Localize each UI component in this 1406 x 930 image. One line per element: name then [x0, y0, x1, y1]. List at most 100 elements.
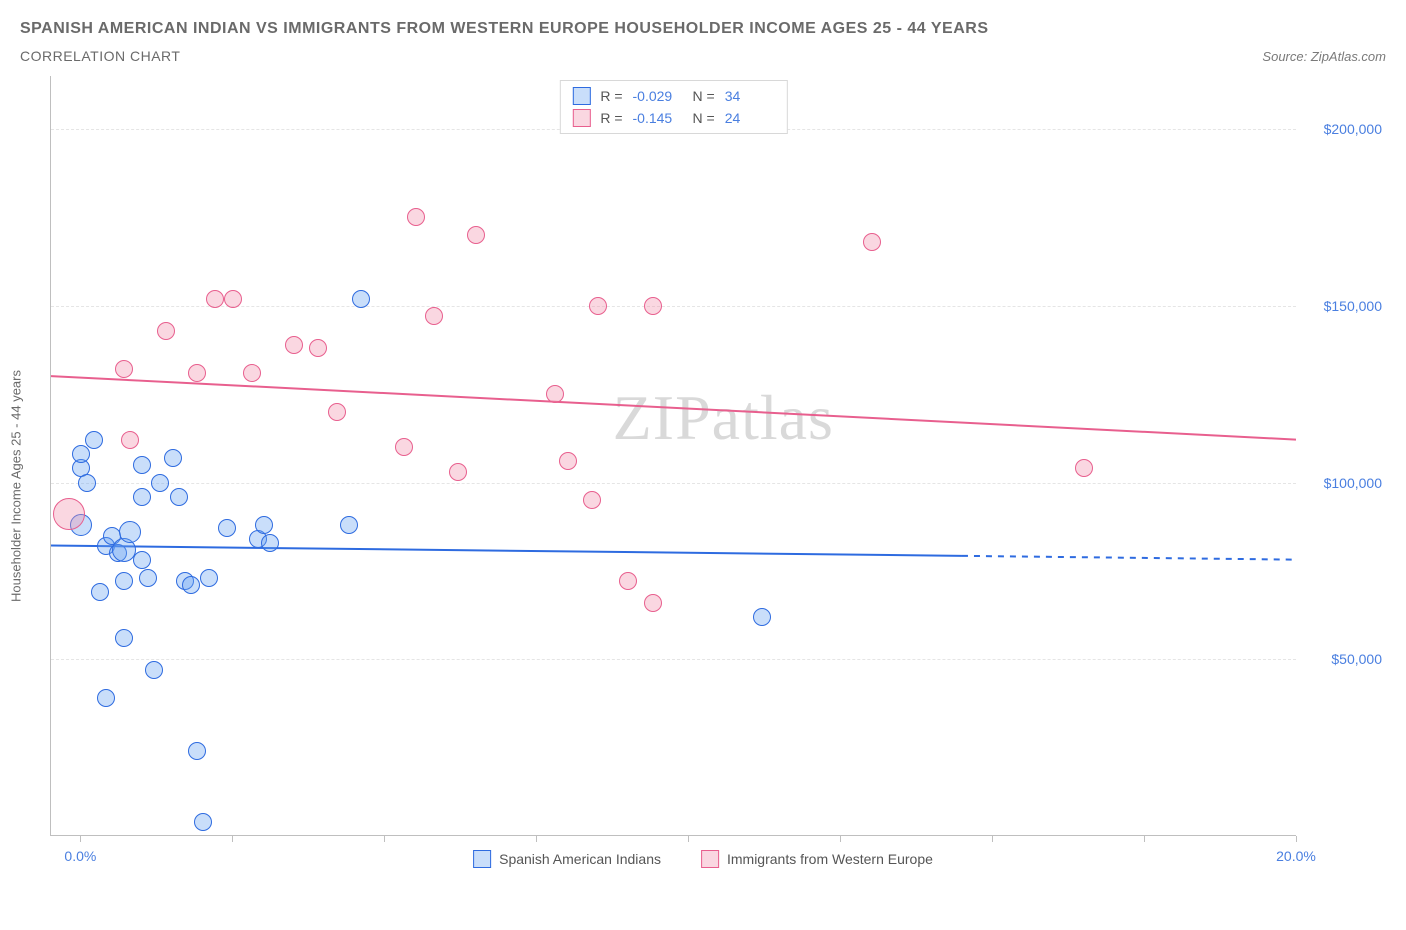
- legend-swatch-bottom-0: [473, 850, 491, 868]
- data-point-series-1: [328, 403, 346, 421]
- data-point-series-0: [170, 488, 188, 506]
- r-label-1: R =: [600, 110, 622, 126]
- n-label-0: N =: [693, 88, 715, 104]
- data-point-series-1: [407, 208, 425, 226]
- data-point-series-0: [182, 576, 200, 594]
- data-point-series-1: [467, 226, 485, 244]
- y-tick-label: $100,000: [1324, 475, 1382, 491]
- series-legend: Spanish American Indians Immigrants from…: [473, 850, 933, 868]
- n-value-0: 34: [725, 88, 775, 104]
- legend-swatch-bottom-1: [701, 850, 719, 868]
- data-point-series-1: [243, 364, 261, 382]
- trend-line-dashed: [962, 556, 1296, 560]
- chart-subtitle: CORRELATION CHART: [20, 48, 180, 64]
- x-tick: [232, 836, 233, 842]
- data-point-series-0: [151, 474, 169, 492]
- data-point-series-0: [188, 742, 206, 760]
- plot-area: ZIPatlas R = -0.029 N = 34 R = -0.145 N …: [50, 76, 1296, 836]
- chart-title: SPANISH AMERICAN INDIAN VS IMMIGRANTS FR…: [20, 20, 1386, 38]
- trend-lines: [51, 76, 1296, 835]
- x-tick: [840, 836, 841, 842]
- trend-line-solid: [51, 376, 1296, 440]
- correlation-legend: R = -0.029 N = 34 R = -0.145 N = 24: [559, 80, 787, 134]
- data-point-series-1: [583, 491, 601, 509]
- data-point-series-0: [340, 516, 358, 534]
- data-point-series-1: [395, 438, 413, 456]
- legend-row-series-0: R = -0.029 N = 34: [572, 85, 774, 107]
- y-tick-label: $50,000: [1331, 651, 1382, 667]
- data-point-series-1: [53, 498, 85, 530]
- source-value: ZipAtlas.com: [1311, 49, 1386, 64]
- legend-item-series-0: Spanish American Indians: [473, 850, 661, 868]
- data-point-series-0: [97, 689, 115, 707]
- data-point-series-0: [115, 629, 133, 647]
- legend-swatch-series-1: [572, 109, 590, 127]
- legend-swatch-series-0: [572, 87, 590, 105]
- data-point-series-1: [157, 322, 175, 340]
- r-label-0: R =: [600, 88, 622, 104]
- source-attribution: Source: ZipAtlas.com: [1262, 49, 1386, 64]
- legend-row-series-1: R = -0.145 N = 24: [572, 107, 774, 129]
- data-point-series-1: [425, 307, 443, 325]
- data-point-series-1: [589, 297, 607, 315]
- data-point-series-0: [261, 534, 279, 552]
- data-point-series-1: [644, 594, 662, 612]
- series-1-name: Immigrants from Western Europe: [727, 851, 933, 867]
- data-point-series-1: [863, 233, 881, 251]
- data-point-series-0: [119, 521, 141, 543]
- trend-line-solid: [51, 546, 962, 556]
- data-point-series-1: [449, 463, 467, 481]
- watermark: ZIPatlas: [613, 381, 834, 455]
- data-point-series-0: [78, 474, 96, 492]
- y-tick-label: $200,000: [1324, 121, 1382, 137]
- n-value-1: 24: [725, 110, 775, 126]
- data-point-series-1: [644, 297, 662, 315]
- data-point-series-0: [91, 583, 109, 601]
- gridline: [51, 659, 1296, 660]
- y-tick-label: $150,000: [1324, 298, 1382, 314]
- data-point-series-1: [206, 290, 224, 308]
- data-point-series-0: [200, 569, 218, 587]
- n-label-1: N =: [693, 110, 715, 126]
- data-point-series-0: [133, 488, 151, 506]
- data-point-series-0: [164, 449, 182, 467]
- x-tick: [1296, 836, 1297, 842]
- data-point-series-1: [115, 360, 133, 378]
- data-point-series-0: [218, 519, 236, 537]
- data-point-series-1: [285, 336, 303, 354]
- data-point-series-1: [559, 452, 577, 470]
- data-point-series-1: [1075, 459, 1093, 477]
- data-point-series-1: [121, 431, 139, 449]
- data-point-series-0: [255, 516, 273, 534]
- data-point-series-0: [85, 431, 103, 449]
- x-tick: [536, 836, 537, 842]
- subtitle-row: CORRELATION CHART Source: ZipAtlas.com: [20, 48, 1386, 64]
- data-point-series-1: [224, 290, 242, 308]
- x-tick: [688, 836, 689, 842]
- legend-item-series-1: Immigrants from Western Europe: [701, 850, 933, 868]
- data-point-series-0: [133, 551, 151, 569]
- data-point-series-0: [139, 569, 157, 587]
- x-tick-label: 0.0%: [64, 848, 96, 864]
- data-point-series-0: [352, 290, 370, 308]
- gridline: [51, 483, 1296, 484]
- chart-container: Householder Income Ages 25 - 44 years ZI…: [20, 76, 1386, 896]
- data-point-series-0: [145, 661, 163, 679]
- data-point-series-0: [753, 608, 771, 626]
- y-axis-label: Householder Income Ages 25 - 44 years: [9, 370, 24, 602]
- data-point-series-1: [619, 572, 637, 590]
- data-point-series-1: [188, 364, 206, 382]
- x-tick: [384, 836, 385, 842]
- x-tick: [80, 836, 81, 842]
- r-value-0: -0.029: [633, 88, 683, 104]
- x-tick: [992, 836, 993, 842]
- data-point-series-0: [115, 572, 133, 590]
- data-point-series-1: [546, 385, 564, 403]
- data-point-series-0: [72, 445, 90, 463]
- data-point-series-1: [309, 339, 327, 357]
- watermark-atlas: atlas: [712, 382, 834, 453]
- data-point-series-0: [194, 813, 212, 831]
- data-point-series-0: [133, 456, 151, 474]
- watermark-zip: ZIP: [613, 382, 712, 453]
- series-0-name: Spanish American Indians: [499, 851, 661, 867]
